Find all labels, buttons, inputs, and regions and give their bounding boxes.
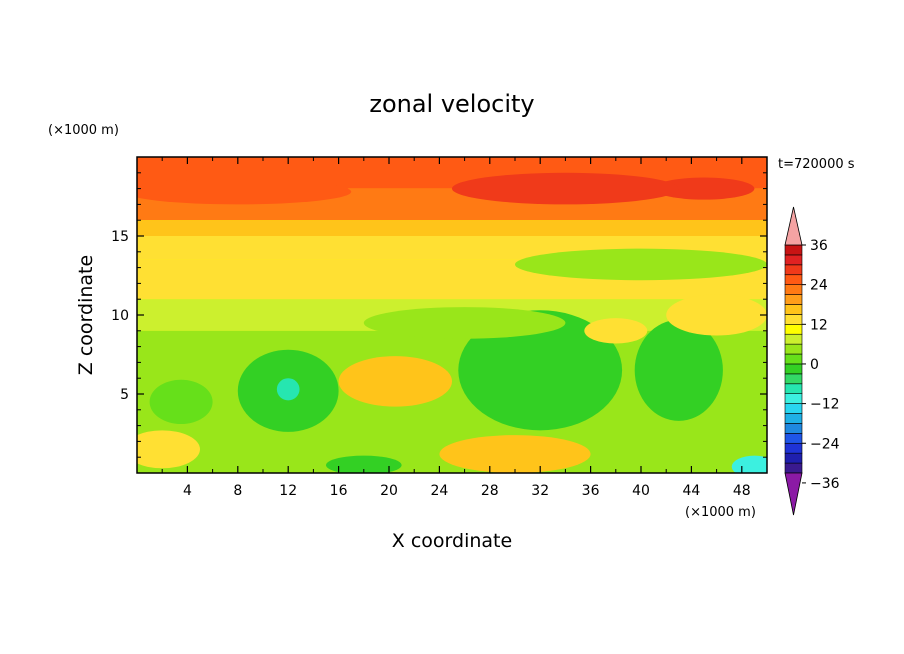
field-blob [137,430,200,469]
colorbar: 36 24 12 0 −12 −24 −36 [784,206,840,516]
field-blob [363,307,566,339]
x-tick-label: 32 [531,483,549,499]
x-axis-label: X coordinate [392,530,512,552]
field-blob [666,294,767,336]
x-unit-label: (×1000 m) [685,505,756,520]
field-blob [326,455,402,473]
colorbar-bin [784,294,803,305]
colorbar-tick-label: 36 [810,238,828,254]
x-tick-label: 44 [682,483,700,499]
colorbar-bin [784,462,803,474]
field-layer [137,157,767,473]
colorbar-bin [784,333,803,345]
colorbar-bin [784,274,803,285]
field-blob [458,310,623,431]
y-tick-label: 5 [120,387,129,403]
colorbar-bin [784,264,803,276]
colorbar-bin [784,254,803,266]
field-blob [634,319,723,421]
time-label: t=720000 s [778,157,855,172]
colorbar-bin [784,244,803,256]
x-tick-label: 48 [733,483,751,499]
x-tick-label: 8 [233,483,242,499]
colorbar-tick-label: −36 [810,476,840,492]
field-blob [515,248,767,281]
colorbar-bin [784,373,803,385]
x-tick-label: 20 [380,483,398,499]
colorbar-bin [784,442,803,454]
x-tick-label: 36 [582,483,600,499]
x-tick-label: 24 [430,483,448,499]
x-ticks: 4 8 12 16 20 24 28 32 36 40 44 48 [161,157,751,499]
field-blob [338,356,452,407]
field-blob [149,379,213,425]
colorbar-bin [784,314,803,325]
colorbar-bin [784,383,803,394]
y-tick-label: 15 [111,229,129,245]
x-tick-label: 16 [330,483,348,499]
x-tick-label: 12 [279,483,297,499]
colorbar-bin [784,393,803,404]
y-axis-label: Z coordinate [75,255,97,375]
colorbar-bin [784,413,803,424]
field-blob [439,435,591,473]
field-blob [584,318,648,344]
colorbar-bin [784,423,803,434]
field-blob [653,177,755,200]
colorbar-tick-label: 24 [810,278,828,294]
colorbar-extend-high [784,206,803,246]
colorbar-tick-label: −12 [810,397,840,413]
y-tick-label: 10 [111,308,129,324]
field-blob [731,455,767,473]
colorbar-bin [784,403,803,414]
colorbar-bin [784,284,803,295]
x-tick-label: 28 [481,483,499,499]
colorbar-bin [784,433,803,444]
colorbar-bin [784,304,803,315]
field-blob [137,179,352,205]
colorbar-bin [784,324,803,335]
colorbar-extend-low [784,472,803,516]
field-band [137,220,767,236]
colorbar-tick-label: −24 [810,436,840,452]
y-ticks: 5 10 15 [111,172,767,458]
y-unit-label: (×1000 m) [48,123,119,138]
field-blob [452,172,679,205]
chart-title: zonal velocity [369,90,534,118]
field-blob [276,378,300,401]
x-tick-label: 4 [183,483,192,499]
colorbar-bin [784,363,803,375]
colorbar-bin [784,343,803,355]
colorbar-bin [784,452,803,464]
x-tick-label: 40 [632,483,650,499]
colorbar-tick-label: 12 [810,317,828,333]
colorbar-tick-label: 0 [810,357,819,373]
colorbar-bin [784,353,803,365]
